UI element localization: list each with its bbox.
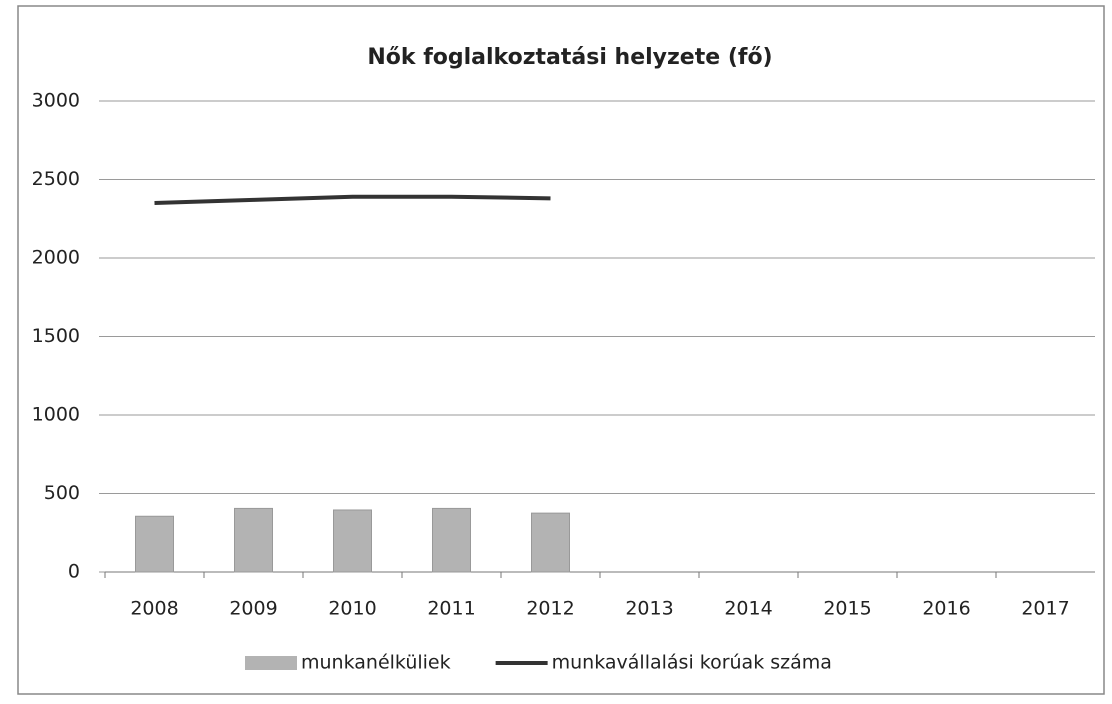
y-tick-label: 1500 xyxy=(32,325,80,347)
x-tick-label: 2016 xyxy=(922,598,970,620)
x-tick-label: 2015 xyxy=(823,598,871,620)
y-tick-label: 3000 xyxy=(32,90,80,112)
y-tick-label: 2000 xyxy=(32,247,80,269)
x-tick-label: 2011 xyxy=(427,598,475,620)
bar xyxy=(135,515,174,573)
bar xyxy=(234,507,273,573)
chart-title: Nők foglalkoztatási helyzete (fő) xyxy=(367,45,772,70)
x-tick-label: 2014 xyxy=(724,598,772,620)
bar xyxy=(333,509,372,573)
x-tick-label: 2012 xyxy=(526,598,574,620)
line xyxy=(154,194,551,206)
y-tick-label: 500 xyxy=(44,482,80,504)
legend-swatch xyxy=(245,656,297,670)
y-tick-label: 0 xyxy=(68,561,80,583)
y-tick-label: 1000 xyxy=(32,404,80,426)
legend-label: munkavállalási korúak száma xyxy=(552,652,832,674)
chart-border xyxy=(17,5,1105,695)
legend-label: munkanélküliek xyxy=(301,652,451,674)
x-tick-label: 2017 xyxy=(1021,598,1069,620)
x-tick-label: 2010 xyxy=(328,598,376,620)
x-tick-label: 2009 xyxy=(229,598,277,620)
bar xyxy=(531,512,570,573)
x-tick-label: 2013 xyxy=(625,598,673,620)
x-tick-label: 2008 xyxy=(130,598,178,620)
y-tick-label: 2500 xyxy=(32,168,80,190)
bar xyxy=(432,507,471,573)
